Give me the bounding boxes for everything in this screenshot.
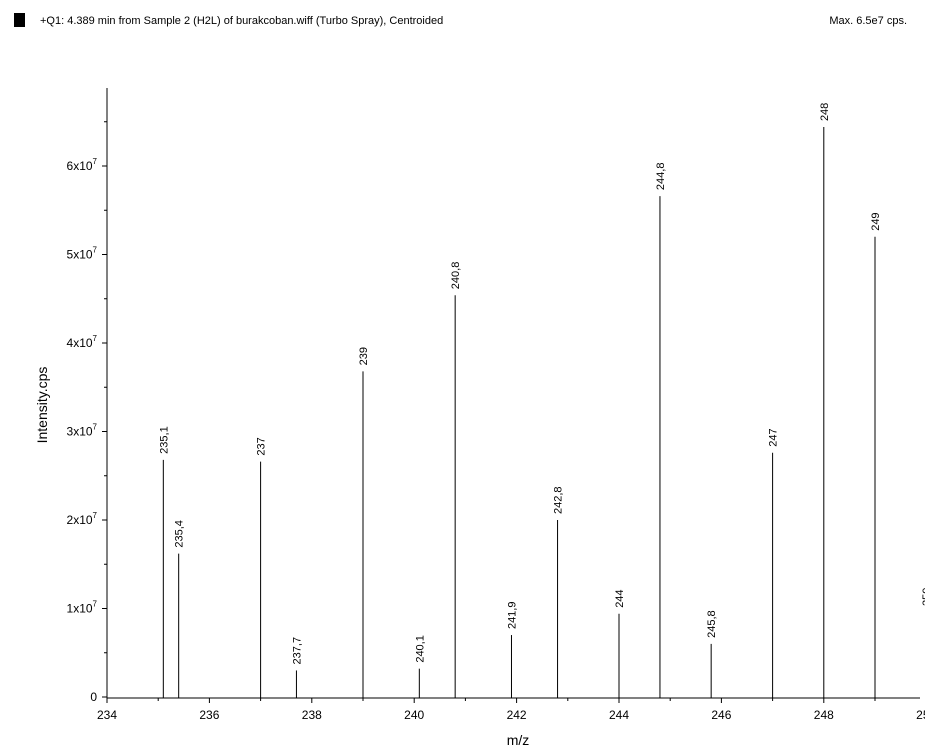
peak-label: 244	[614, 589, 626, 607]
peak-label: 241,9	[506, 602, 518, 630]
x-tick-label: 250	[916, 708, 925, 722]
y-axis-label: Intensity.cps	[34, 367, 50, 444]
y-tick-label: 5x107	[67, 246, 98, 262]
y-tick-label: 4x107	[67, 334, 98, 350]
peak-label: 248	[819, 103, 831, 121]
peak-label: 244,8	[655, 163, 667, 191]
peak-label: 242,8	[553, 486, 565, 514]
chart-header: +Q1: 4.389 min from Sample 2 (H2L) of bu…	[0, 0, 925, 40]
y-tick-label: 6x107	[67, 157, 98, 173]
x-tick-label: 238	[302, 708, 322, 722]
series-marker	[14, 13, 25, 27]
x-axis-label: m/z	[507, 732, 530, 748]
x-axis-ticks: 2342362382402422442462482502522542562582…	[97, 698, 925, 722]
x-tick-label: 240	[404, 708, 424, 722]
peak-label: 240,1	[414, 635, 426, 663]
peak-label: 235,1	[158, 426, 170, 454]
peak-label: 237	[256, 437, 268, 455]
peak-label: 239	[358, 347, 370, 365]
peak-label: 237,7	[291, 637, 303, 665]
x-tick-label: 246	[711, 708, 731, 722]
x-tick-label: 248	[814, 708, 834, 722]
peak-label: 250	[921, 588, 925, 606]
y-axis-ticks: 0 1x107 2x107 3x107 4x107 5x107 6x107	[67, 121, 107, 704]
y-tick-label: 1x107	[67, 600, 98, 616]
x-tick-label: 234	[97, 708, 117, 722]
peak-label: 235,4	[174, 520, 186, 548]
y-tick-label: 0	[90, 690, 97, 704]
y-tick-label: 2x107	[67, 511, 98, 527]
x-tick-label: 244	[609, 708, 629, 722]
x-tick-label: 236	[199, 708, 219, 722]
x-tick-label: 242	[507, 708, 527, 722]
peak-label: 249	[870, 212, 882, 230]
y-tick-label: 3x107	[67, 423, 98, 439]
peak-labels: 235,1 235,4 237 237,7 239 240,1 240,8 241,9 242,…	[158, 103, 925, 665]
peaks	[162, 127, 876, 698]
chart-title: +Q1: 4.389 min from Sample 2 (H2L) of bu…	[40, 15, 444, 27]
peak-label: 240,8	[450, 262, 462, 290]
max-intensity-label: Max. 6.5e7 cps.	[829, 15, 907, 27]
peak-label: 247	[768, 428, 780, 446]
peak-label: 245,8	[706, 610, 718, 638]
